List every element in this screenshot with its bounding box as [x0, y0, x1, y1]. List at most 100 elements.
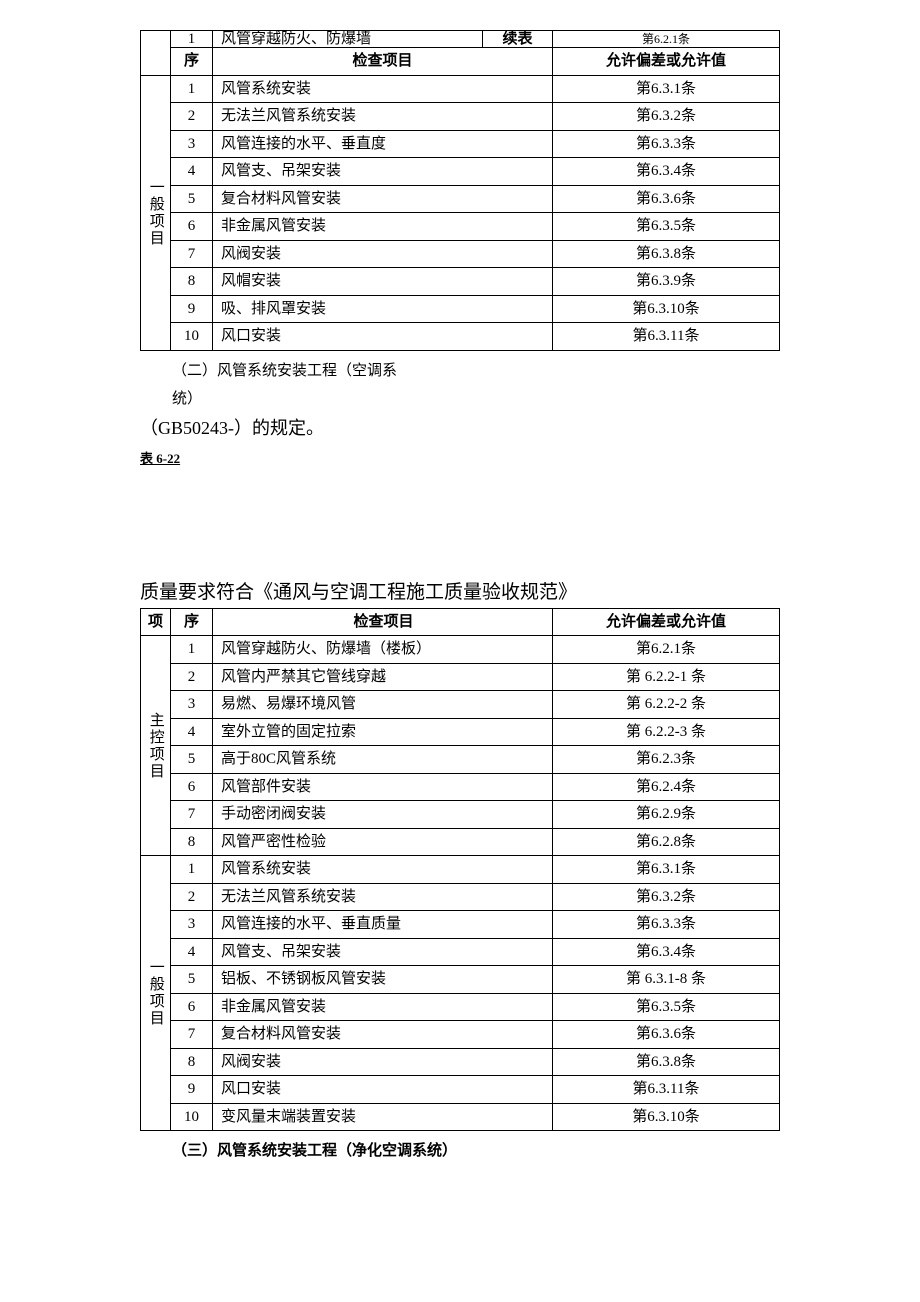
- row-item: 风管连接的水平、垂直度: [213, 130, 553, 158]
- row-seq: 8: [171, 1048, 213, 1076]
- row-value: 第6.3.11条: [553, 1076, 780, 1104]
- row-seq: 2: [171, 663, 213, 691]
- table-row: 一般项目1风管系统安装第6.3.1条: [141, 75, 780, 103]
- row-seq: 3: [171, 911, 213, 939]
- table-1-truncated-value: 第6.2.1条: [553, 31, 780, 48]
- vertical-spacer: [140, 467, 780, 577]
- table-2-header-row: 项 序 检查项目 允许偏差或允许值: [141, 608, 780, 636]
- row-seq: 2: [171, 883, 213, 911]
- row-value: 第6.3.2条: [553, 103, 780, 131]
- row-item: 复合材料风管安装: [213, 1021, 553, 1049]
- row-item: 吸、排风罩安装: [213, 295, 553, 323]
- row-seq: 2: [171, 103, 213, 131]
- table-1-header-seq: 序: [171, 48, 213, 76]
- row-value: 第6.3.10条: [553, 1103, 780, 1131]
- table-row: 10变风量末端装置安装第6.3.10条: [141, 1103, 780, 1131]
- table-1-category-cell-top: [141, 31, 171, 76]
- row-seq: 8: [171, 268, 213, 296]
- table-1-header-row: 序 检查项目 允许偏差或允许值: [141, 48, 780, 76]
- row-item: 风阀安装: [213, 240, 553, 268]
- table-row: 主控项目1风管穿越防火、防爆墙（楼板）第6.2.1条: [141, 636, 780, 664]
- row-seq: 6: [171, 213, 213, 241]
- table-1-truncated-seq: 1: [171, 31, 213, 48]
- section-2-heading-line1: （二）风管系统安装工程（空调系: [172, 359, 780, 383]
- table-row: 10风口安装第6.3.11条: [141, 323, 780, 351]
- row-value: 第6.3.6条: [553, 1021, 780, 1049]
- table-1-truncated-row: 1 风管穿越防火、防爆墙 续表 第6.2.1条: [141, 31, 780, 48]
- table-row: 5复合材料风管安装第6.3.6条: [141, 185, 780, 213]
- row-value: 第6.3.6条: [553, 185, 780, 213]
- row-seq: 6: [171, 993, 213, 1021]
- row-item: 风口安装: [213, 1076, 553, 1104]
- row-value: 第6.3.4条: [553, 158, 780, 186]
- table-row: 7风阀安装第6.3.8条: [141, 240, 780, 268]
- row-item: 风管穿越防火、防爆墙（楼板）: [213, 636, 553, 664]
- row-item: 室外立管的固定拉索: [213, 718, 553, 746]
- row-seq: 4: [171, 718, 213, 746]
- table-2-header-seq: 序: [171, 608, 213, 636]
- table-row: 8风阀安装第6.3.8条: [141, 1048, 780, 1076]
- row-value: 第6.2.4条: [553, 773, 780, 801]
- row-seq: 4: [171, 158, 213, 186]
- table-1-truncated-item: 风管穿越防火、防爆墙: [213, 31, 483, 48]
- row-value: 第 6.2.2-3 条: [553, 718, 780, 746]
- row-item: 风管内严禁其它管线穿越: [213, 663, 553, 691]
- table-row: 4风管支、吊架安装第6.3.4条: [141, 158, 780, 186]
- table-row: 4室外立管的固定拉索第 6.2.2-3 条: [141, 718, 780, 746]
- table-2-category-label: 一般项目: [141, 856, 171, 1131]
- gb-reference-line: （GB50243-）的规定。: [140, 415, 780, 442]
- row-value: 第 6.2.2-2 条: [553, 691, 780, 719]
- row-seq: 1: [171, 75, 213, 103]
- table-row: 3风管连接的水平、垂直度第6.3.3条: [141, 130, 780, 158]
- row-value: 第6.3.1条: [553, 856, 780, 884]
- row-item: 铝板、不锈钢板风管安装: [213, 966, 553, 994]
- row-item: 风管部件安装: [213, 773, 553, 801]
- quality-requirement-text: 质量要求符合《通风与空调工程施工质量验收规范》: [140, 577, 780, 604]
- row-seq: 8: [171, 828, 213, 856]
- row-value: 第6.3.3条: [553, 911, 780, 939]
- section-2-heading-line2: 统）: [172, 387, 780, 411]
- row-seq: 5: [171, 185, 213, 213]
- table-row: 9吸、排风罩安装第6.3.10条: [141, 295, 780, 323]
- row-value: 第 6.3.1-8 条: [553, 966, 780, 994]
- row-value: 第6.3.5条: [553, 993, 780, 1021]
- table-2-category-label: 主控项目: [141, 636, 171, 856]
- table-row: 2无法兰风管系统安装第6.3.2条: [141, 883, 780, 911]
- table-row: 6非金属风管安装第6.3.5条: [141, 213, 780, 241]
- row-item: 风口安装: [213, 323, 553, 351]
- table-1-continued-label: 续表: [483, 31, 553, 48]
- document-page: 1 风管穿越防火、防爆墙 续表 第6.2.1条 序 检查项目 允许偏差或允许值 …: [140, 30, 780, 1160]
- table-row: 9风口安装第6.3.11条: [141, 1076, 780, 1104]
- row-value: 第6.3.11条: [553, 323, 780, 351]
- row-value: 第6.3.3条: [553, 130, 780, 158]
- row-item: 风阀安装: [213, 1048, 553, 1076]
- row-seq: 5: [171, 966, 213, 994]
- row-seq: 7: [171, 801, 213, 829]
- row-value: 第6.3.2条: [553, 883, 780, 911]
- row-item: 高于80C风管系统: [213, 746, 553, 774]
- row-item: 手动密闭阀安装: [213, 801, 553, 829]
- row-value: 第6.3.8条: [553, 1048, 780, 1076]
- table-2-header-value: 允许偏差或允许值: [553, 608, 780, 636]
- row-seq: 7: [171, 240, 213, 268]
- row-item: 复合材料风管安装: [213, 185, 553, 213]
- row-seq: 6: [171, 773, 213, 801]
- row-value: 第 6.2.2-1 条: [553, 663, 780, 691]
- table-1-category-label: 一般项目: [141, 75, 171, 350]
- row-item: 非金属风管安装: [213, 993, 553, 1021]
- row-value: 第6.2.1条: [553, 636, 780, 664]
- row-item: 风管支、吊架安装: [213, 158, 553, 186]
- table-1-header-item: 检查项目: [213, 48, 553, 76]
- row-item: 风管连接的水平、垂直质量: [213, 911, 553, 939]
- row-item: 风管严密性检验: [213, 828, 553, 856]
- section-3-heading: （三）风管系统安装工程（净化空调系统）: [172, 1139, 780, 1160]
- row-value: 第6.2.3条: [553, 746, 780, 774]
- table-row: 2无法兰风管系统安装第6.3.2条: [141, 103, 780, 131]
- row-seq: 10: [171, 323, 213, 351]
- row-item: 无法兰风管系统安装: [213, 883, 553, 911]
- table-row: 5高于80C风管系统第6.2.3条: [141, 746, 780, 774]
- row-value: 第6.3.10条: [553, 295, 780, 323]
- table-row: 8风管严密性检验第6.2.8条: [141, 828, 780, 856]
- table-1: 1 风管穿越防火、防爆墙 续表 第6.2.1条 序 检查项目 允许偏差或允许值: [140, 30, 780, 76]
- table-row: 7复合材料风管安装第6.3.6条: [141, 1021, 780, 1049]
